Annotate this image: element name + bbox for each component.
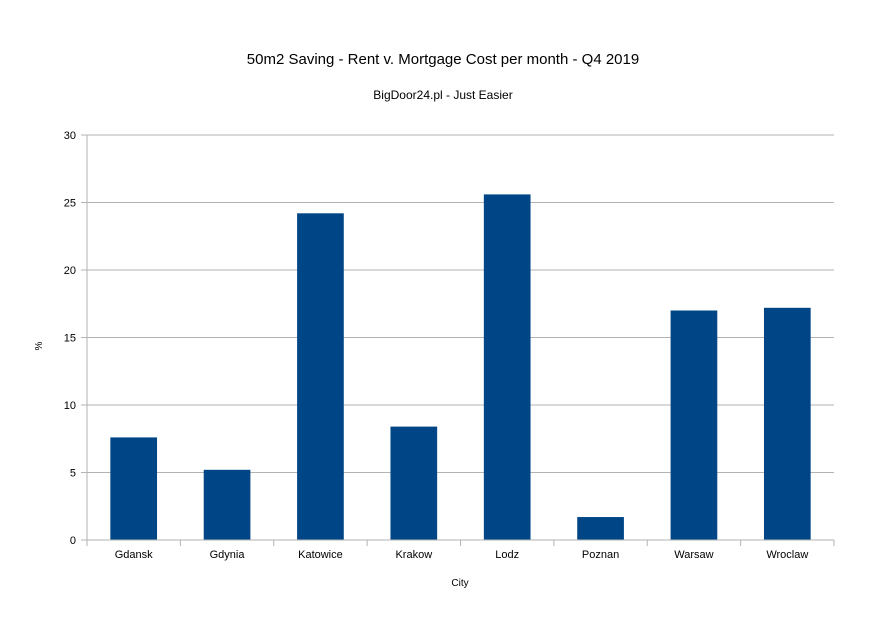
bars (110, 194, 811, 541)
bar-krakow (390, 426, 438, 540)
x-tick-label: Krakow (395, 549, 432, 561)
x-tick-label: Poznan (582, 549, 619, 561)
gridlines (87, 134, 834, 473)
x-tick-label: Gdansk (115, 549, 153, 561)
bar-lodz (483, 194, 531, 540)
y-axis-label: % (34, 341, 45, 350)
bar-warsaw (670, 310, 718, 540)
y-tick-label: 10 (64, 400, 76, 412)
x-tick-label: Lodz (495, 549, 519, 561)
chart-title: 50m2 Saving - Rent v. Mortgage Cost per … (247, 51, 639, 68)
chart-subtitle: BigDoor24.pl - Just Easier (373, 88, 512, 102)
bar-katowice (297, 213, 344, 541)
bar-wroclaw (763, 307, 811, 540)
x-tick-label: Katowice (298, 549, 343, 561)
axes (81, 134, 835, 546)
y-tick-label: 25 (64, 198, 76, 210)
x-axis-label: City (451, 578, 468, 589)
tick-labels: 0 5 10 15 20 25 30 Gdansk Gdynia Katowice Krakow Lo… (64, 130, 809, 561)
y-tick-label: 0 (70, 535, 76, 547)
x-tick-label: Warsaw (674, 549, 713, 561)
y-tick-label: 30 (64, 130, 76, 142)
bar-gdansk (110, 437, 158, 540)
y-tick-label: 20 (64, 265, 76, 277)
y-tick-label: 15 (64, 333, 76, 345)
bar-gdynia (203, 469, 251, 540)
x-tick-label: Wroclaw (766, 549, 808, 561)
x-tick-label: Gdynia (210, 549, 246, 561)
y-tick-label: 5 (70, 468, 76, 480)
bar-poznan (577, 517, 624, 540)
